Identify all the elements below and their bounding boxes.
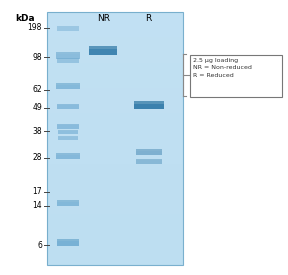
Bar <box>47 177 183 189</box>
Text: 198: 198 <box>28 23 42 32</box>
Text: NR: NR <box>98 14 111 23</box>
Bar <box>136 149 162 155</box>
Bar <box>47 25 183 37</box>
Bar <box>47 101 183 113</box>
Bar <box>134 101 164 104</box>
Text: 14: 14 <box>32 202 42 210</box>
Bar <box>58 136 78 140</box>
Bar <box>47 37 183 50</box>
Bar <box>47 252 183 265</box>
Bar <box>58 130 78 134</box>
Bar <box>58 130 78 131</box>
Bar <box>47 75 183 88</box>
Bar <box>57 200 79 206</box>
Bar <box>89 45 117 54</box>
Text: 28: 28 <box>33 153 42 163</box>
Text: 17: 17 <box>32 188 42 197</box>
Bar <box>47 63 183 75</box>
Bar <box>47 151 183 164</box>
Bar <box>47 202 183 214</box>
Bar <box>47 139 183 151</box>
Bar <box>47 189 183 202</box>
Bar <box>57 123 79 125</box>
Bar <box>56 51 80 59</box>
Bar <box>57 103 79 105</box>
Bar <box>136 158 162 164</box>
Bar <box>57 123 79 128</box>
Bar <box>47 164 183 177</box>
Bar <box>47 113 183 126</box>
Bar <box>57 238 79 246</box>
Text: 38: 38 <box>32 126 42 136</box>
Bar <box>47 88 183 101</box>
Text: 49: 49 <box>32 103 42 112</box>
Bar <box>57 238 79 241</box>
Bar <box>136 149 162 151</box>
Bar <box>57 26 79 31</box>
Bar <box>57 26 79 27</box>
Bar <box>56 51 80 54</box>
Text: kDa: kDa <box>15 14 35 23</box>
Text: R: R <box>145 14 151 23</box>
Text: 98: 98 <box>32 53 42 62</box>
Bar <box>58 136 78 138</box>
Bar <box>57 57 79 59</box>
Text: 62: 62 <box>32 86 42 95</box>
Text: 6: 6 <box>37 241 42 249</box>
Bar <box>47 126 183 139</box>
Bar <box>47 240 183 252</box>
Bar <box>190 55 282 97</box>
Bar <box>56 83 80 89</box>
Bar <box>57 57 79 62</box>
Bar <box>47 227 183 240</box>
Bar <box>57 103 79 109</box>
Bar <box>47 50 183 63</box>
Text: 2.5 μg loading
NR = Non-reduced
R = Reduced: 2.5 μg loading NR = Non-reduced R = Redu… <box>193 58 252 78</box>
Bar <box>134 101 164 109</box>
Bar <box>56 153 80 155</box>
Bar <box>56 153 80 159</box>
Bar <box>47 214 183 227</box>
Bar <box>47 12 183 25</box>
Bar <box>57 200 79 202</box>
Bar <box>136 158 162 160</box>
Bar <box>56 83 80 85</box>
Bar <box>47 12 183 265</box>
Bar <box>89 45 117 49</box>
